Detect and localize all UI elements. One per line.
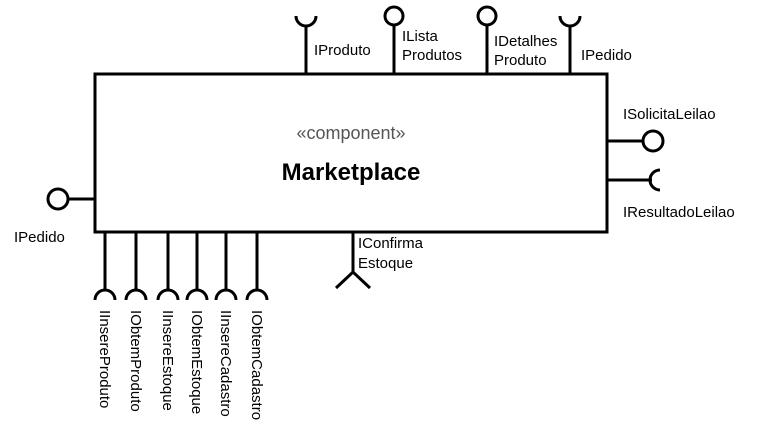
interface-label: IInsereEstoque bbox=[159, 310, 176, 411]
interface-label: IResultadoLeilao bbox=[623, 204, 735, 221]
interface-label: IObtemCadastro bbox=[248, 310, 265, 420]
interface-label: IInsereProduto bbox=[96, 310, 113, 408]
component-stereotype: «component» bbox=[296, 123, 405, 143]
interface-bottom-iobtemcadastro: IObtemCadastro bbox=[245, 232, 269, 420]
interface-label: IPedido bbox=[581, 47, 632, 64]
interface-label: IObtemProduto bbox=[127, 310, 144, 412]
interface-label: ISolicitaLeilao bbox=[623, 106, 716, 123]
interface-label: Estoque bbox=[358, 255, 413, 272]
interface-bottom-iobtemproduto: IObtemProduto bbox=[124, 232, 148, 412]
interface-top-ipedido: IPedido bbox=[558, 15, 632, 74]
interface-label: IProduto bbox=[314, 42, 371, 59]
interface-label: IInsereCadastro bbox=[217, 310, 234, 417]
interface-top-idetalhesproduto: IDetalhes Produto bbox=[476, 5, 557, 74]
component-box bbox=[93, 72, 609, 234]
interface-bottom-iobtemestoque: IObtemEstoque bbox=[185, 232, 209, 414]
interface-bottom-iinserecadastro: IInsereCadastro bbox=[214, 232, 238, 417]
interface-bottom-iinsereproduto: IInsereProduto bbox=[93, 232, 117, 408]
interface-label: IConfirma bbox=[358, 235, 424, 252]
interface-top-iproduto: IProduto bbox=[294, 15, 371, 74]
interface-right-isolicitaleilao: ISolicitaLeilao bbox=[607, 106, 716, 153]
component-name: Marketplace bbox=[282, 159, 421, 186]
interface-top-ilistaprodutos: ILista Produtos bbox=[383, 5, 462, 74]
interface-label: IDetalhes bbox=[494, 33, 557, 50]
interface-bottom-iconfirmaestoque: IConfirma Estoque bbox=[334, 232, 424, 290]
interface-bottom-iinsereestoque: IInsereEstoque bbox=[156, 232, 180, 411]
interface-label: Produto bbox=[494, 52, 547, 69]
interface-left-ipedido: IPedido bbox=[14, 187, 95, 246]
interface-label: IPedido bbox=[14, 229, 65, 246]
interface-label: Produtos bbox=[402, 47, 462, 64]
interface-right-iresultadoleilao: IResultadoLeilao bbox=[607, 168, 735, 221]
interface-label: ILista bbox=[402, 28, 439, 45]
interface-label: IObtemEstoque bbox=[188, 310, 205, 414]
